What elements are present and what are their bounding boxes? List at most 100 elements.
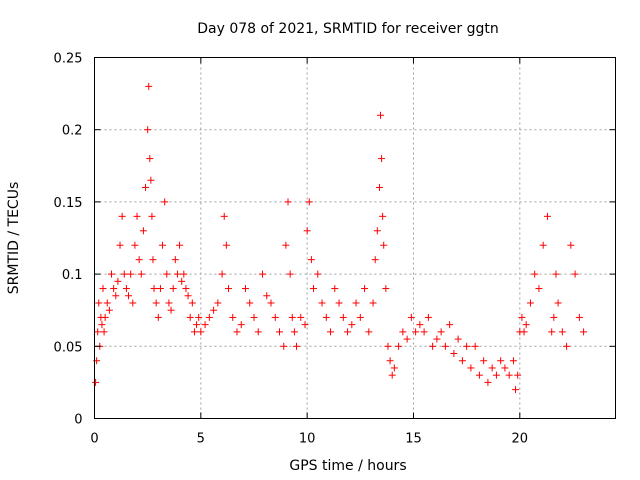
x-axis-label: GPS time / hours	[289, 458, 406, 474]
data-point	[550, 313, 558, 321]
data-point	[475, 371, 483, 379]
data-point	[182, 285, 190, 293]
data-point	[148, 212, 156, 220]
data-point	[133, 212, 141, 220]
data-point	[94, 328, 102, 336]
data-point	[156, 285, 164, 293]
data-point	[305, 198, 313, 206]
data-point	[301, 321, 309, 329]
data-point	[286, 270, 294, 278]
data-point	[314, 270, 322, 278]
y-tick-label: 0.1	[62, 268, 83, 283]
data-point	[284, 198, 292, 206]
data-point	[142, 183, 150, 191]
data-point	[331, 285, 339, 293]
data-point	[146, 155, 154, 163]
data-point	[412, 328, 420, 336]
data-point	[463, 342, 471, 350]
data-point	[137, 270, 145, 278]
data-point	[152, 299, 160, 307]
data-point	[390, 364, 398, 372]
x-tick-label: 10	[299, 432, 316, 447]
data-point	[514, 371, 522, 379]
data-point	[186, 313, 194, 321]
data-point	[310, 285, 318, 293]
data-point	[386, 357, 394, 365]
data-point	[122, 285, 130, 293]
data-point	[407, 313, 415, 321]
y-tick-label: 0.15	[54, 196, 83, 211]
data-point	[241, 285, 249, 293]
data-point	[112, 292, 120, 300]
data-point	[558, 328, 566, 336]
data-point	[159, 241, 167, 249]
y-tick-label: 0	[74, 413, 82, 428]
data-point	[246, 299, 254, 307]
data-point	[318, 299, 326, 307]
data-point	[531, 270, 539, 278]
data-point	[501, 364, 509, 372]
data-point	[131, 241, 139, 249]
data-point	[424, 313, 432, 321]
data-point	[180, 270, 188, 278]
data-point	[100, 328, 108, 336]
data-point	[173, 270, 181, 278]
data-point	[99, 285, 107, 293]
data-point	[471, 342, 479, 350]
data-point	[375, 183, 383, 191]
data-point	[352, 299, 360, 307]
data-points	[92, 82, 588, 394]
data-point	[380, 241, 388, 249]
data-point	[297, 313, 305, 321]
data-point	[105, 306, 113, 314]
data-point	[365, 328, 373, 336]
data-point	[539, 241, 547, 249]
data-point	[395, 342, 403, 350]
data-point	[258, 270, 266, 278]
data-point	[135, 256, 143, 264]
data-point	[127, 270, 135, 278]
data-point	[505, 371, 513, 379]
data-point	[356, 313, 364, 321]
data-point	[205, 313, 213, 321]
data-point	[250, 313, 258, 321]
data-point	[520, 328, 528, 336]
data-point	[224, 285, 232, 293]
data-point	[433, 335, 441, 343]
data-point	[322, 313, 330, 321]
data-point	[446, 321, 454, 329]
data-point	[290, 328, 298, 336]
data-point	[307, 256, 315, 264]
data-point	[118, 212, 126, 220]
plot-frame	[94, 57, 616, 419]
data-point	[92, 378, 100, 386]
data-point	[233, 328, 241, 336]
data-point	[339, 313, 347, 321]
data-point	[218, 270, 226, 278]
data-point	[214, 299, 222, 307]
data-point	[210, 306, 218, 314]
data-point	[543, 212, 551, 220]
data-point	[571, 270, 579, 278]
data-point	[441, 342, 449, 350]
data-point	[361, 285, 369, 293]
data-point	[101, 313, 109, 321]
data-point	[369, 299, 377, 307]
data-point	[267, 299, 275, 307]
data-point	[373, 227, 381, 235]
data-point	[492, 371, 500, 379]
data-point	[280, 342, 288, 350]
data-point	[263, 292, 271, 300]
data-point	[229, 313, 237, 321]
data-point	[509, 357, 517, 365]
data-point	[254, 328, 262, 336]
x-tick-label: 5	[197, 432, 205, 447]
data-point	[114, 277, 122, 285]
data-point	[129, 299, 137, 307]
data-point	[178, 277, 186, 285]
data-point	[125, 292, 133, 300]
data-point	[149, 256, 157, 264]
data-point	[171, 256, 179, 264]
y-tick-label: 0.25	[54, 52, 83, 67]
